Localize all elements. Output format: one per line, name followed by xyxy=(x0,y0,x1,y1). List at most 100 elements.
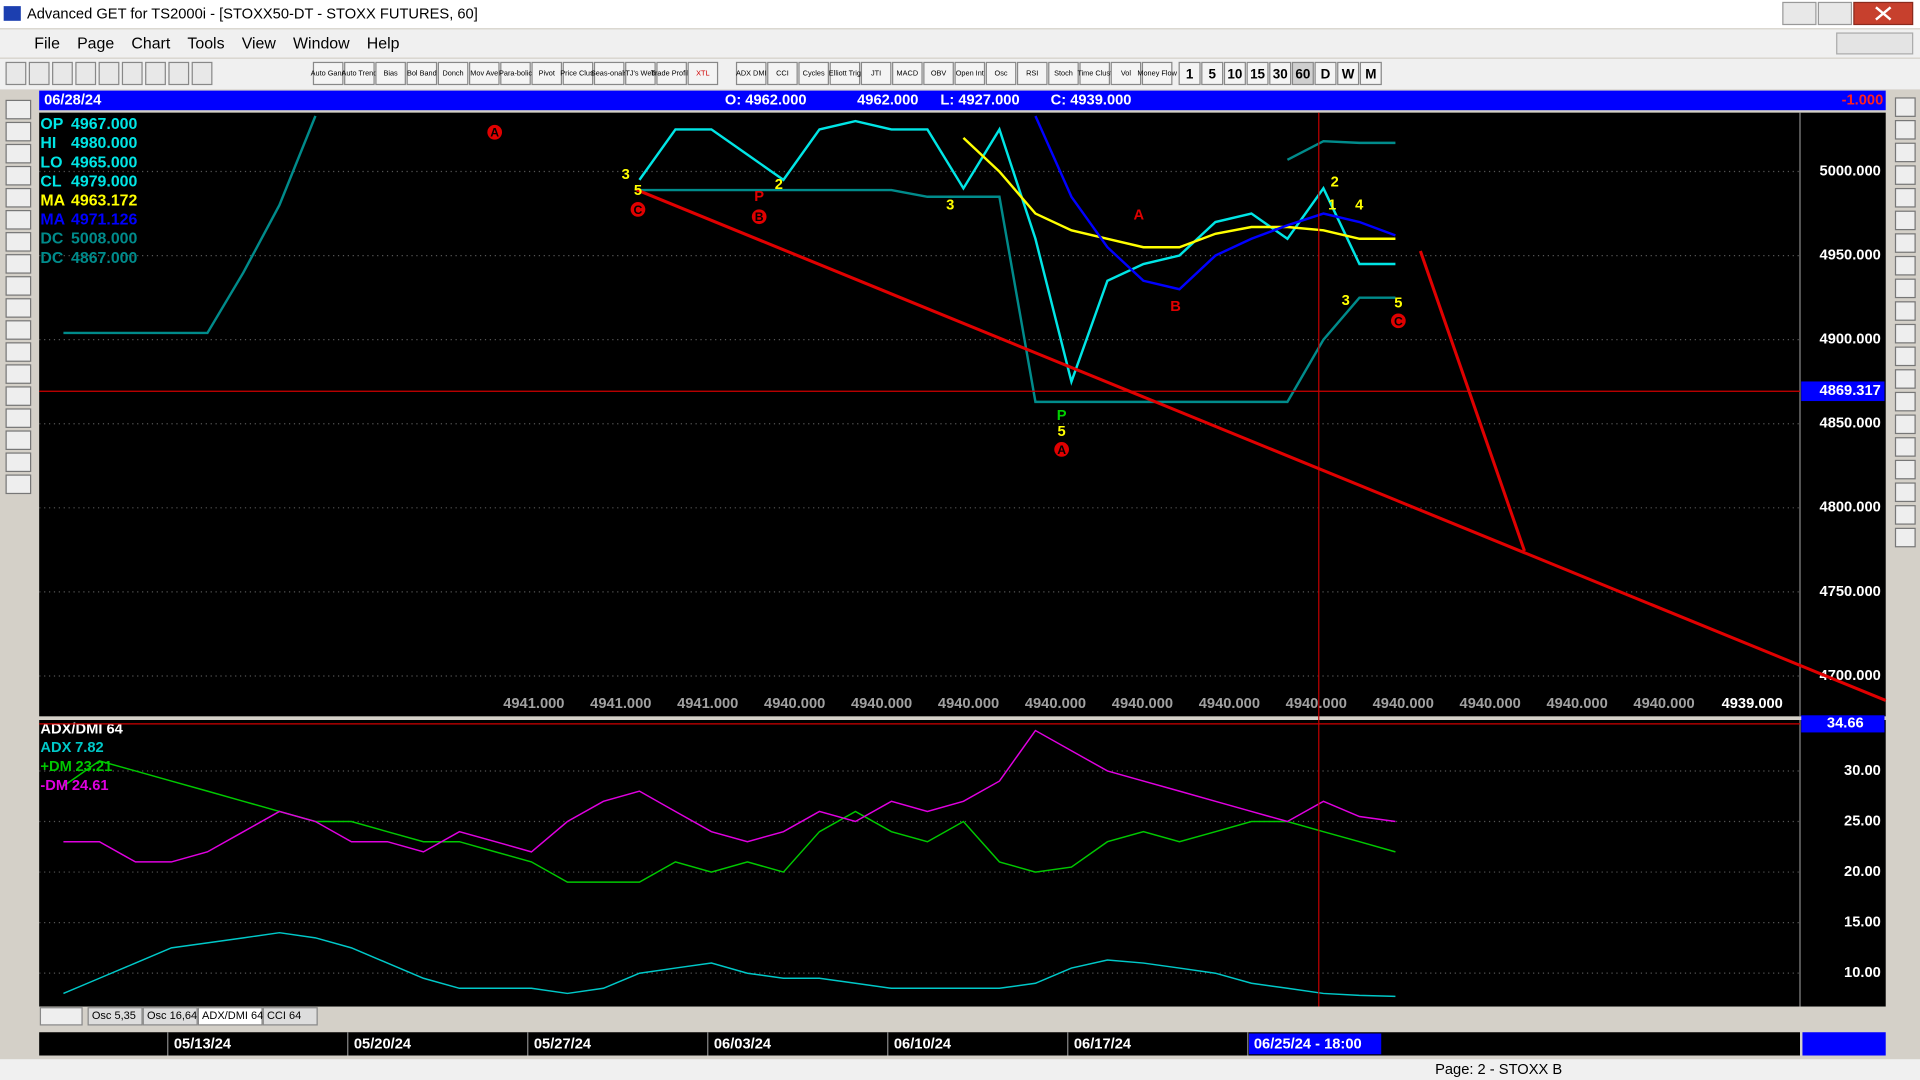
tool-icon[interactable] xyxy=(191,61,213,86)
right-tool[interactable] xyxy=(1894,187,1916,208)
right-tool[interactable] xyxy=(1894,97,1916,117)
menu-item[interactable]: Window xyxy=(293,35,350,52)
study-button[interactable] xyxy=(531,61,563,86)
study-button[interactable] xyxy=(735,61,767,86)
study-button[interactable] xyxy=(1110,61,1142,86)
right-tool[interactable] xyxy=(1894,437,1916,457)
tool-icon[interactable] xyxy=(98,61,120,86)
right-tool[interactable] xyxy=(1894,278,1916,299)
left-tool[interactable] xyxy=(5,342,32,362)
left-tool[interactable] xyxy=(5,474,32,495)
right-tool[interactable] xyxy=(1894,255,1916,276)
study-button[interactable] xyxy=(593,61,625,86)
period-button[interactable] xyxy=(1246,61,1269,86)
left-tool[interactable] xyxy=(5,121,32,142)
left-tool[interactable] xyxy=(5,99,32,120)
left-tool[interactable] xyxy=(5,320,32,340)
maximize-button[interactable] xyxy=(1817,1,1853,26)
tool-icon[interactable] xyxy=(168,61,190,86)
period-button[interactable] xyxy=(1337,61,1360,86)
right-tool[interactable] xyxy=(1894,527,1916,548)
mdi-buttons[interactable] xyxy=(1836,32,1914,55)
menu-item[interactable]: File xyxy=(34,35,60,52)
menu-item[interactable]: View xyxy=(242,35,277,52)
right-tool[interactable] xyxy=(1894,414,1916,435)
study-button[interactable] xyxy=(892,61,923,86)
period-button[interactable] xyxy=(1269,61,1292,86)
study-button[interactable] xyxy=(1048,61,1079,86)
right-tool[interactable] xyxy=(1894,346,1916,367)
tab[interactable] xyxy=(197,1007,263,1026)
left-tool[interactable] xyxy=(5,408,32,428)
menu-item[interactable]: Page xyxy=(77,35,114,52)
right-tool[interactable] xyxy=(1894,233,1916,253)
tool-icon[interactable] xyxy=(28,61,50,86)
study-button[interactable] xyxy=(798,61,829,86)
tool-icon[interactable] xyxy=(75,61,97,86)
period-button[interactable] xyxy=(1178,61,1201,86)
right-tool[interactable] xyxy=(1894,119,1916,140)
study-button[interactable] xyxy=(500,61,531,86)
menu-item[interactable]: Help xyxy=(367,35,400,52)
left-tool[interactable] xyxy=(5,187,32,208)
right-tool[interactable] xyxy=(1894,165,1916,185)
wave-label: C xyxy=(1394,314,1403,328)
left-tool[interactable] xyxy=(5,210,32,230)
period-button[interactable] xyxy=(1291,61,1314,86)
tool-icon[interactable] xyxy=(121,61,143,86)
left-tool[interactable] xyxy=(5,298,32,318)
right-tool[interactable] xyxy=(1894,323,1916,344)
period-button[interactable] xyxy=(1201,61,1224,86)
left-tool[interactable] xyxy=(5,254,32,274)
minimize-button[interactable] xyxy=(1782,1,1817,26)
study-button[interactable] xyxy=(625,61,656,86)
tab[interactable] xyxy=(87,1007,143,1026)
study-button[interactable] xyxy=(406,61,438,86)
left-tool[interactable] xyxy=(5,430,32,450)
study-button[interactable] xyxy=(829,61,861,86)
tool-icon[interactable] xyxy=(52,61,73,86)
period-button[interactable] xyxy=(1314,61,1337,86)
study-button[interactable] xyxy=(687,61,719,86)
right-tool[interactable] xyxy=(1894,142,1916,163)
tab-nav[interactable] xyxy=(39,1007,83,1026)
right-tool[interactable] xyxy=(1894,210,1916,231)
study-button[interactable] xyxy=(1141,61,1173,86)
period-button[interactable] xyxy=(1359,61,1382,86)
left-tool[interactable] xyxy=(5,452,32,473)
study-button[interactable] xyxy=(767,61,798,86)
right-tool[interactable] xyxy=(1894,369,1916,389)
legend-value: 4979.000 xyxy=(71,173,137,190)
right-tool[interactable] xyxy=(1894,482,1916,503)
study-button[interactable] xyxy=(1016,61,1048,86)
study-button[interactable] xyxy=(985,61,1017,86)
right-tool[interactable] xyxy=(1894,505,1916,525)
tab[interactable] xyxy=(142,1007,198,1026)
study-button[interactable] xyxy=(312,61,344,86)
left-tool[interactable] xyxy=(5,165,32,186)
tab[interactable] xyxy=(262,1007,318,1026)
menu-item[interactable]: Chart xyxy=(131,35,170,52)
period-button[interactable] xyxy=(1223,61,1246,86)
study-button[interactable] xyxy=(344,61,375,86)
study-button[interactable] xyxy=(562,61,594,86)
study-button[interactable] xyxy=(954,61,986,86)
study-button[interactable] xyxy=(656,61,687,86)
right-tool[interactable] xyxy=(1894,301,1916,321)
menu-item[interactable]: Tools xyxy=(187,35,224,52)
left-tool[interactable] xyxy=(5,143,32,164)
left-tool[interactable] xyxy=(5,364,32,384)
right-tool[interactable] xyxy=(1894,391,1916,412)
study-button[interactable] xyxy=(468,61,500,86)
study-button[interactable] xyxy=(1079,61,1110,86)
study-button[interactable] xyxy=(437,61,469,86)
study-button[interactable] xyxy=(923,61,954,86)
study-button[interactable] xyxy=(375,61,406,86)
left-tool[interactable] xyxy=(5,386,32,406)
tool-icon[interactable] xyxy=(145,61,166,86)
tool-icon[interactable] xyxy=(5,61,27,86)
left-tool[interactable] xyxy=(5,232,32,252)
right-tool[interactable] xyxy=(1894,459,1916,480)
study-button[interactable] xyxy=(860,61,892,86)
left-tool[interactable] xyxy=(5,276,32,296)
